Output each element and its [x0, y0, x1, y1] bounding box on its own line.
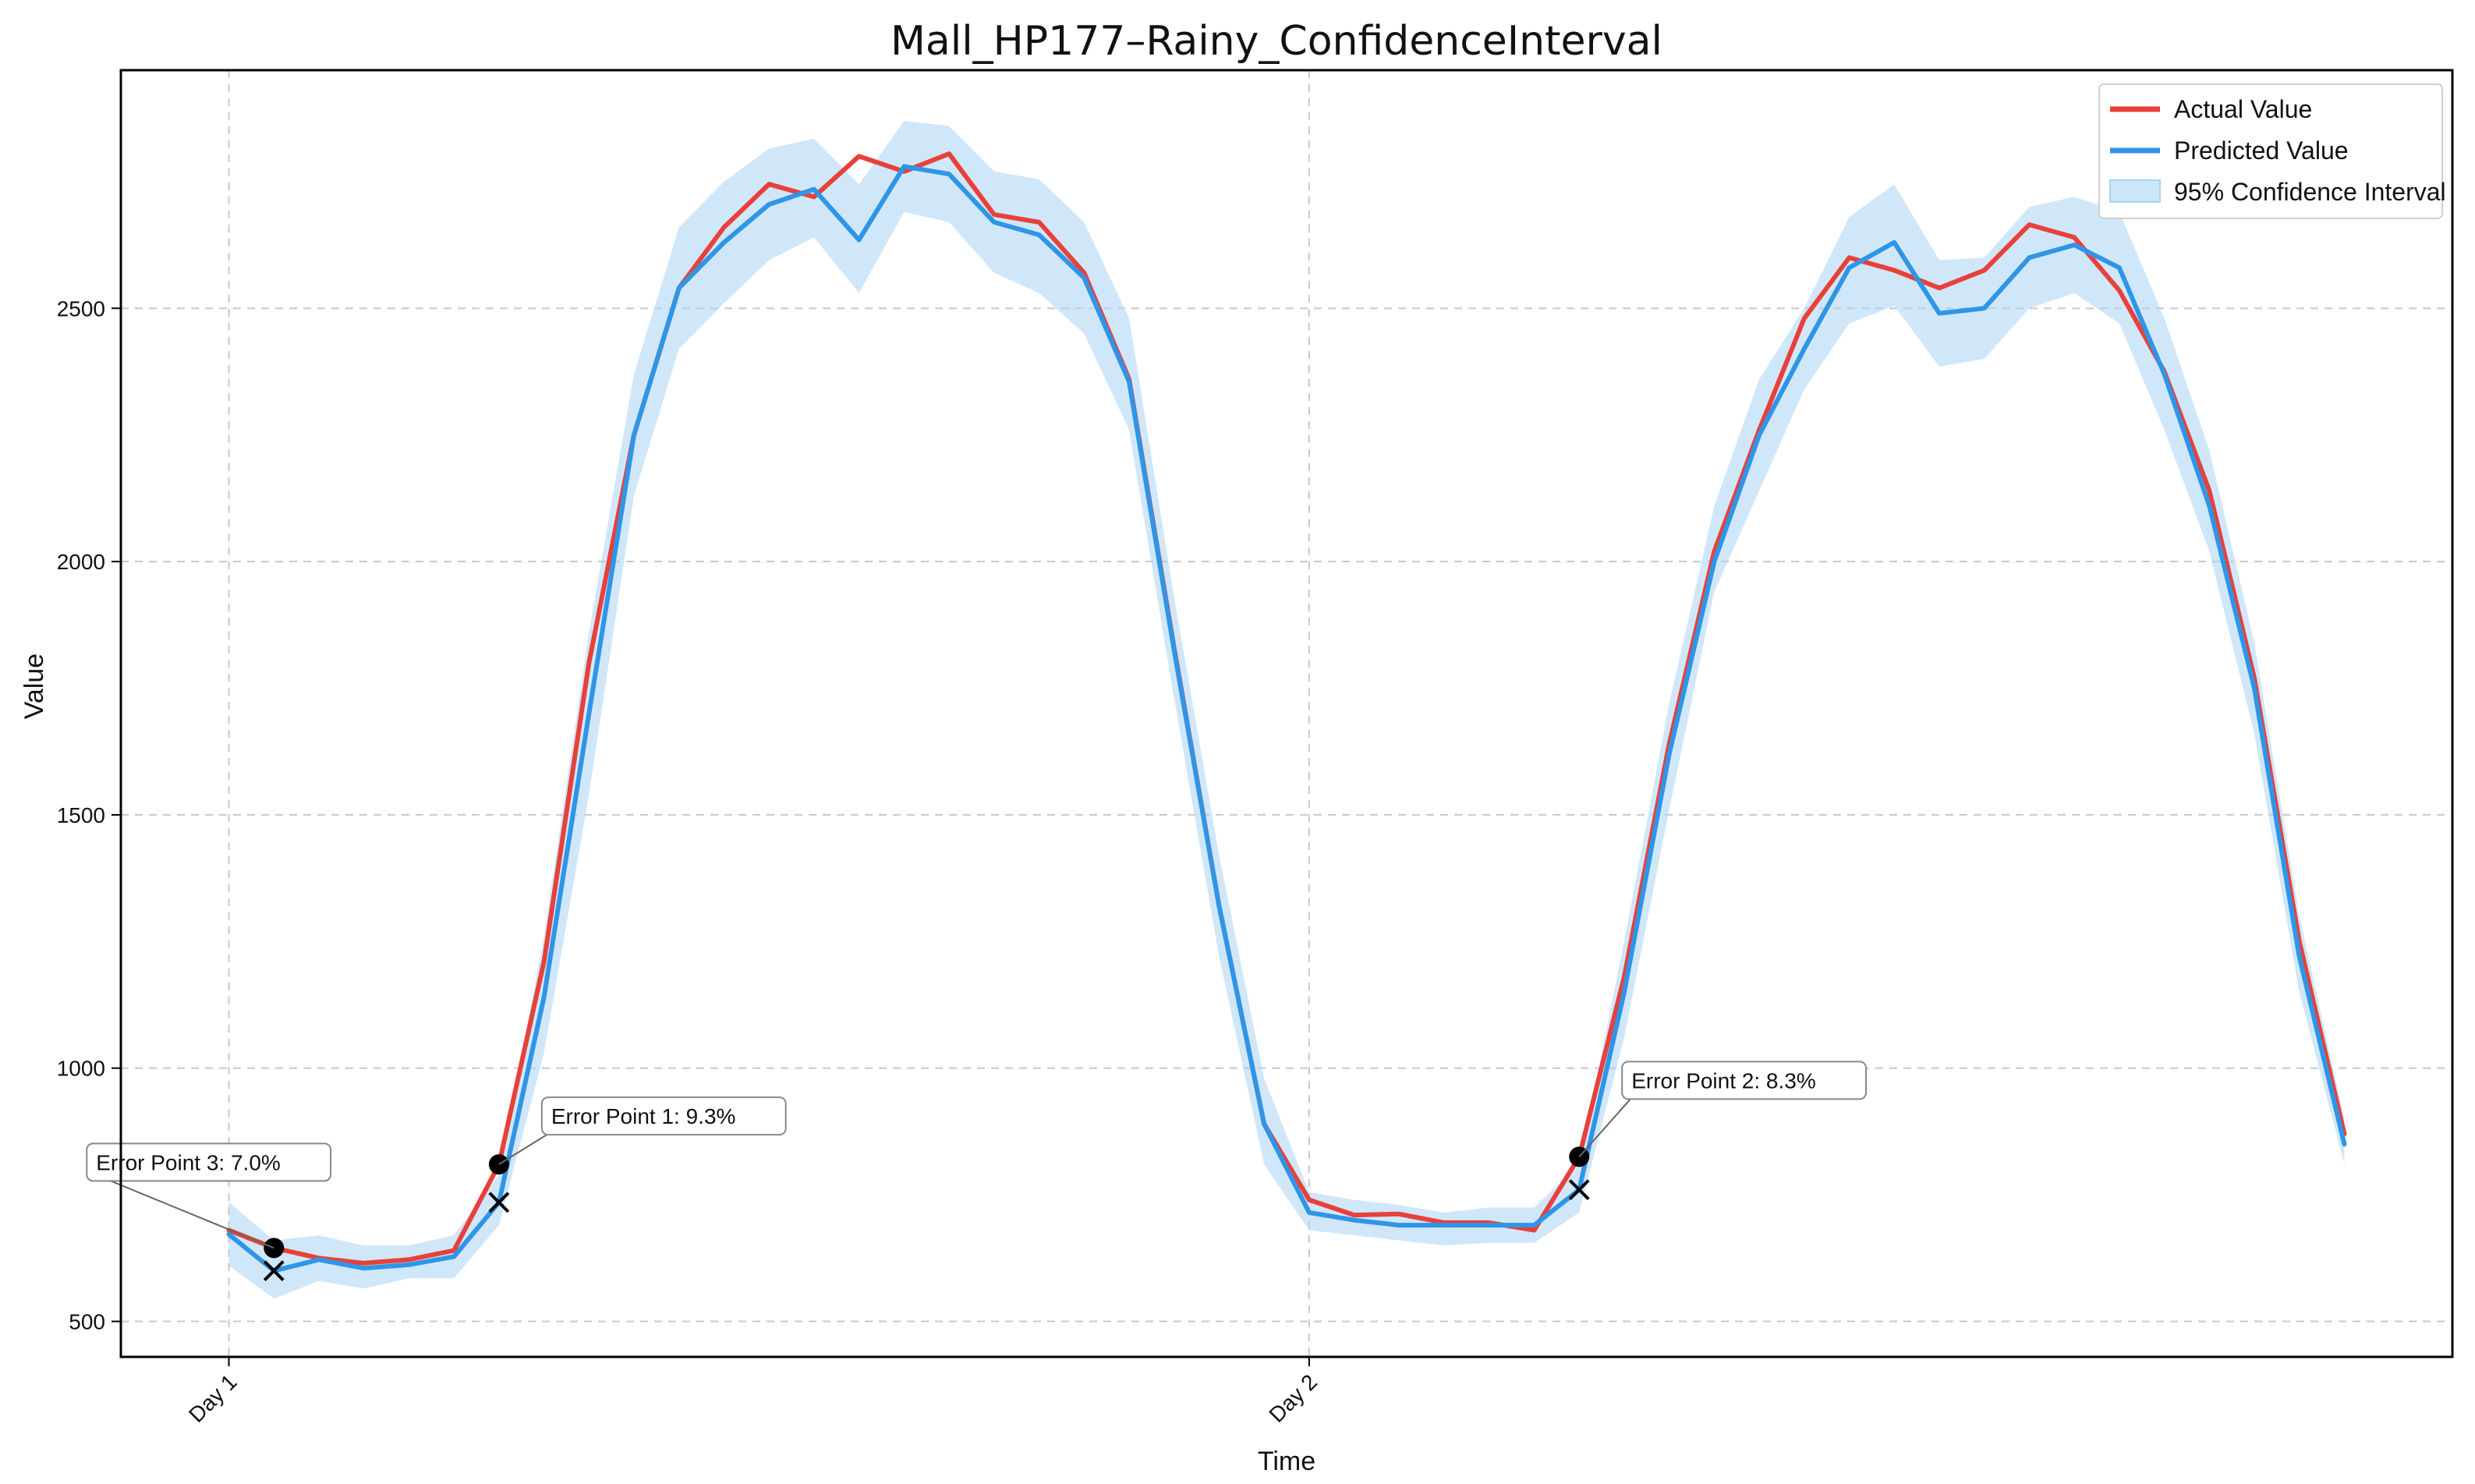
predicted-value-line: [226, 164, 2347, 1273]
chart-title: Mall_HP177–Rainy_ConfidenceInterval: [891, 18, 1662, 65]
y-tick-label: 1000: [57, 1057, 105, 1081]
x-axis-label: Time: [1258, 1447, 1315, 1476]
annotation-layer: Error Point 1: 9.3% Error Point 2: 8.3% Er…: [86, 1061, 1867, 1249]
legend: Actual Value Predicted Value 95% Confide…: [2098, 83, 2446, 219]
error-predicted-x-marker: [488, 1192, 510, 1213]
actual-value-line: [226, 151, 2347, 1266]
legend-swatch-ci: [2109, 179, 2161, 203]
annotation-label: Error Point 3: 7.0%: [96, 1150, 281, 1174]
error-predicted-x-marker: [1568, 1179, 1590, 1201]
annotation-leader-line: [498, 1129, 555, 1165]
annotation-label: Error Point 1: 9.3%: [551, 1104, 736, 1128]
y-tick-label: 1500: [57, 803, 105, 827]
legend-label-actual: Actual Value: [2174, 95, 2312, 123]
annotation-box: [86, 1142, 332, 1182]
y-tick-label: 2000: [57, 550, 105, 574]
plot-frame: [119, 69, 2454, 1358]
annotation-box: [1621, 1061, 1867, 1100]
legend-label-ci: 95% Confidence Interval: [2174, 178, 2446, 206]
annotation-leader-line: [98, 1175, 274, 1249]
annotation-box: [540, 1096, 787, 1136]
legend-label-predicted: Predicted Value: [2174, 136, 2349, 165]
annotation-label: Error Point 2: 8.3%: [1631, 1068, 1816, 1093]
series-layer: [226, 151, 2347, 1273]
grid-layer: [121, 70, 2452, 1357]
legend-box: [2098, 83, 2443, 219]
y-tick-label: 500: [69, 1310, 105, 1334]
y-tick-label: 2500: [57, 296, 105, 321]
y-axis-label: Value: [19, 653, 49, 719]
annotation-leader-line: [1578, 1093, 1635, 1158]
error-predicted-x-marker: [263, 1260, 285, 1281]
